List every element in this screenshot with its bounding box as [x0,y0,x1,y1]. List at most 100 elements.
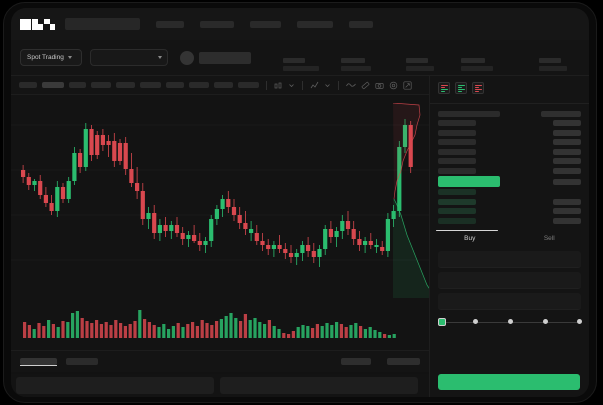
timeframe-button-1[interactable] [19,82,37,88]
percent-slider-handle[interactable] [438,317,446,326]
bid-depth-line [393,198,434,298]
price-chart[interactable] [11,95,429,300]
buy-sell-tabs: Buy Sell [430,231,589,246]
indicator-icon[interactable] [310,81,319,90]
last-price-display [199,51,251,64]
search-input[interactable] [65,18,140,30]
orderbook-mode-asks-icon[interactable] [472,82,484,94]
nav-item-5[interactable] [349,20,373,28]
toolbar-divider [302,80,303,90]
orderbook-view-modes [430,76,589,100]
okx-logo-icon[interactable] [20,18,55,30]
submit-buy-button[interactable] [438,374,580,390]
ask-depth-area [393,103,420,199]
market-type-label: Spot Trading [27,54,64,61]
candlestick-series [21,119,413,267]
bottom-tab-bar [11,350,429,372]
market-type-dropdown[interactable]: Spot Trading [20,49,82,66]
orderbook-column-headers [438,109,581,119]
fullscreen-icon[interactable] [403,80,412,90]
order-price-field[interactable] [438,250,581,268]
timeframe-button-5[interactable] [116,82,135,88]
timeframe-button-10[interactable] [238,82,259,88]
order-entry-form [430,246,589,310]
line-chart-icon[interactable] [346,81,356,89]
bottom-panels [11,374,429,397]
orderbook-divider [430,103,589,104]
trade-sidebar: Buy Sell [429,76,589,397]
chevron-down-icon [67,56,72,59]
timeframe-button-2[interactable] [42,82,64,88]
orderbook-ask-row[interactable] [438,157,581,167]
depth-chart-svg [393,103,434,298]
orderbook-ask-row[interactable] [438,119,581,129]
orderbook-bid-row[interactable] [438,216,581,226]
buy-sell-active-indicator [436,229,498,232]
positions-panel[interactable] [220,377,418,394]
percent-stop-50[interactable] [508,318,513,324]
timeframe-button-4[interactable] [91,82,111,88]
orderbook-ask-row[interactable] [438,166,581,176]
percent-stop-75[interactable] [543,318,548,324]
active-tab-indicator [20,365,57,367]
chevron-down-icon [158,56,162,59]
nav-item-2[interactable] [200,20,234,28]
percent-slider[interactable] [438,317,582,327]
percent-stop-100[interactable] [577,318,582,324]
orderbook-bid-row[interactable] [438,207,581,217]
candlestick-icon[interactable] [274,81,283,90]
nav-item-4[interactable] [297,20,333,28]
volume-chart [11,300,429,350]
bottom-tab-order-history[interactable] [66,358,98,365]
bottom-tab-open-orders[interactable] [20,358,57,365]
stat-24h-change [283,58,319,71]
coin-avatar [180,50,194,65]
stat-24h-high [341,58,371,71]
depth-chart [393,103,437,298]
bid-depth-area [393,199,433,298]
order-total-field[interactable] [438,292,581,310]
timeframe-button-6[interactable] [140,82,161,88]
candlestick-chart-svg [11,119,429,267]
tab-buy[interactable]: Buy [464,234,476,242]
open-orders-panel[interactable] [16,377,214,394]
chevron-down-icon[interactable] [324,82,331,89]
chart-gridlines [11,124,429,261]
order-amount-field[interactable] [438,271,581,289]
orderbook-ask-row[interactable] [438,147,581,157]
orderbook-bid-row[interactable] [438,188,581,198]
trading-pair-selector[interactable] [90,49,168,66]
top-header [11,8,589,40]
timeframe-button-8[interactable] [189,82,209,88]
order-book[interactable] [430,107,589,226]
percent-stop-25[interactable] [473,318,478,324]
chevron-down-icon[interactable] [288,82,295,89]
timeframe-button-3[interactable] [69,82,86,88]
toolbar-divider [338,80,339,90]
app-screen: Spot Trading [11,8,589,397]
tab-sell[interactable]: Sell [543,234,555,242]
stat-24h-volume [461,58,493,71]
orderbook-ask-row[interactable] [438,128,581,138]
orderbook-ask-row[interactable] [438,138,581,148]
timeframe-button-7[interactable] [166,82,184,88]
header-menu-icon[interactable] [539,58,567,71]
nav-item-3[interactable] [250,20,281,28]
bottom-action-1[interactable] [341,358,371,365]
orderbook-mode-bids-icon[interactable] [455,82,467,94]
timeframe-button-9[interactable] [214,82,233,88]
stat-24h-low [406,58,434,71]
orderbook-last-price-row [438,176,581,188]
ask-depth-line [393,103,421,200]
bottom-action-2[interactable] [387,358,420,365]
settings-icon[interactable] [389,81,398,90]
last-price-highlight [438,176,500,187]
ruler-icon[interactable] [361,81,370,90]
orderbook-bid-row[interactable] [438,197,581,207]
camera-icon[interactable] [375,81,384,90]
nav-item-1[interactable] [156,20,184,28]
orderbook-mode-both-icon[interactable] [438,82,450,94]
toolbar-divider [266,80,267,90]
volume-chart-svg [23,310,396,338]
